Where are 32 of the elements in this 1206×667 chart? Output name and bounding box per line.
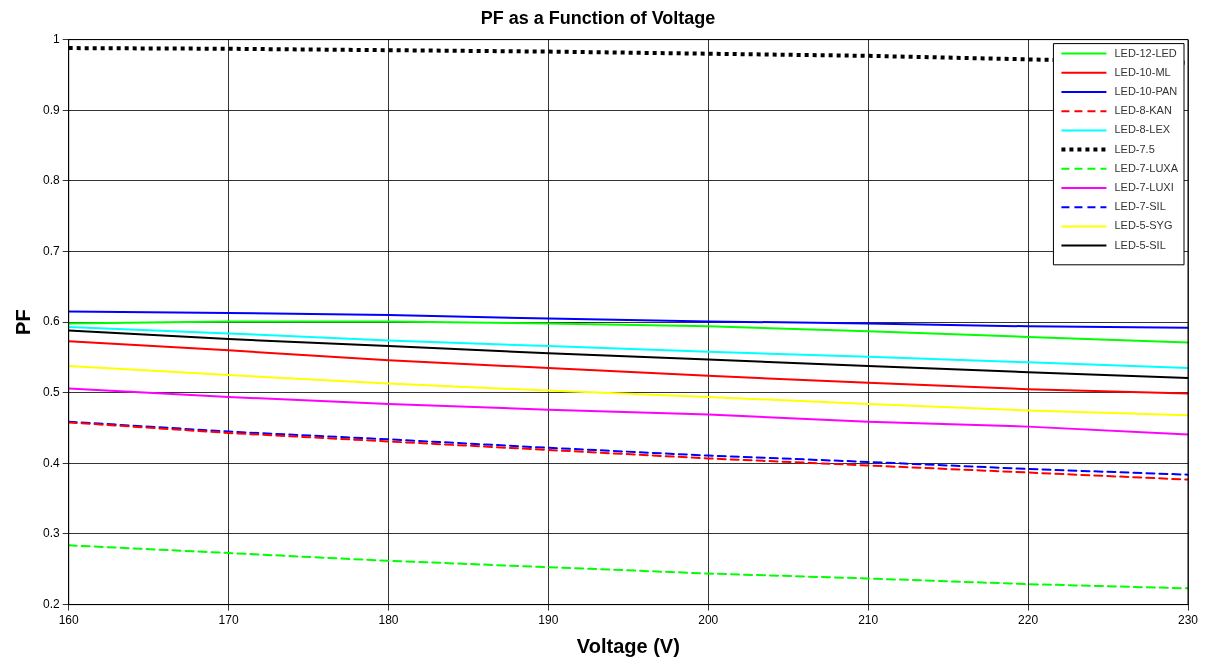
x-tick-label: 190	[538, 613, 559, 628]
line-series	[68, 544, 1188, 590]
y-axis-title: PF	[11, 309, 34, 335]
y-tick-label: 1	[52, 31, 60, 46]
legend-label: LED-7-LUXI	[1114, 181, 1174, 194]
legend-label: LED-8-LEX	[1114, 123, 1171, 136]
legend-label: LED-7.5	[1114, 142, 1155, 155]
x-tick-label: 220	[1018, 613, 1039, 628]
legend-label: LED-7-SIL	[1114, 200, 1166, 213]
y-tick-label: 0.4	[42, 455, 60, 470]
x-tick-label: 200	[698, 613, 719, 628]
legend-label: LED-8-KAN	[1114, 104, 1172, 117]
x-tick-label: 180	[378, 613, 399, 628]
chart-title: PF as a Function of Voltage	[480, 7, 716, 28]
y-tick-label: 0.5	[42, 385, 60, 400]
legend-label: LED-7-LUXA	[1114, 161, 1179, 174]
legend-label: LED-5-SIL	[1114, 238, 1166, 251]
x-tick-label: 230	[1177, 613, 1199, 628]
legend-label: LED-10-PAN	[1114, 85, 1178, 98]
x-tick-label: 170	[218, 613, 239, 628]
y-tick-label: 0.3	[42, 526, 60, 541]
y-tick-label: 0.7	[42, 243, 60, 258]
x-tick-label: 160	[58, 613, 80, 628]
y-tick-label: 0.8	[42, 173, 60, 188]
legend-label: LED-10-ML	[1114, 65, 1171, 78]
y-tick-label: 0.9	[42, 102, 60, 117]
legend-label: LED-5-SYG	[1114, 219, 1173, 232]
y-tick-label: 0.6	[42, 314, 60, 329]
x-tick-label: 210	[858, 613, 879, 628]
legend-label: LED-12-LED	[1114, 46, 1177, 59]
y-tick-label: 0.2	[42, 596, 60, 611]
x-axis-title: Voltage (V)	[576, 634, 680, 657]
